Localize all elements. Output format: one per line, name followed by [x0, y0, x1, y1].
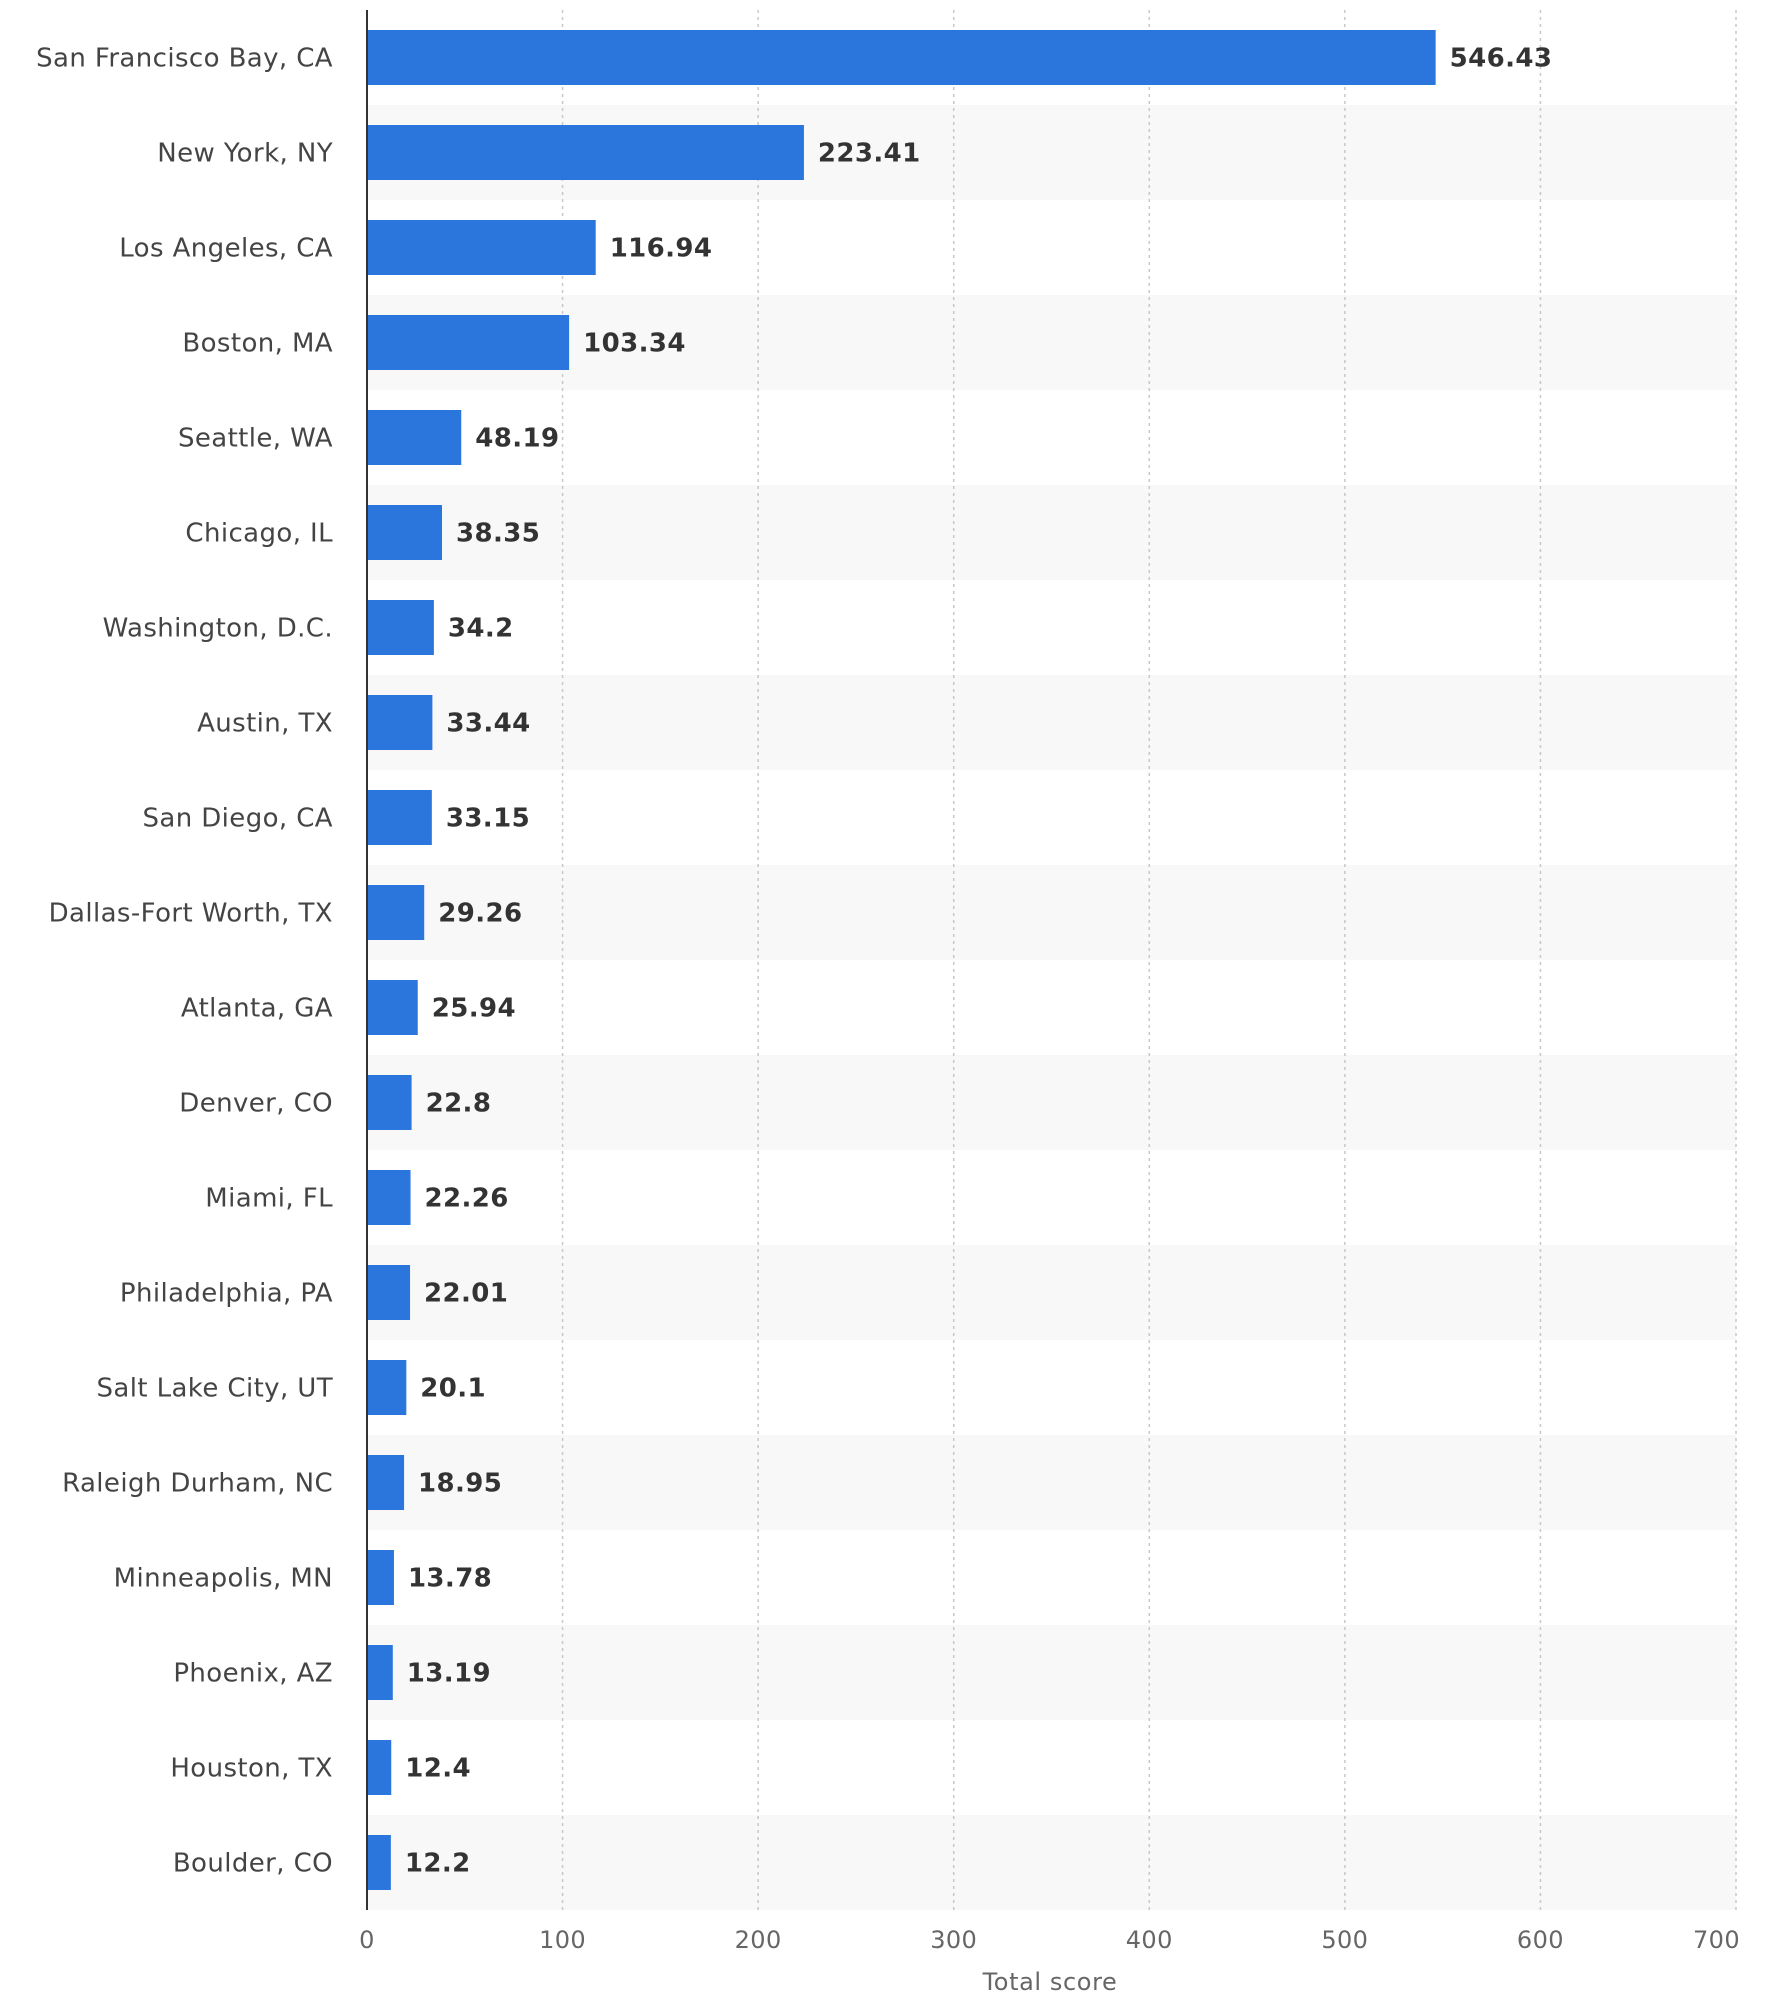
category-label: Minneapolis, MN: [114, 1564, 333, 1594]
value-label: 223.41: [818, 139, 921, 169]
value-label: 33.44: [446, 709, 530, 739]
category-label: Atlanta, GA: [181, 994, 333, 1024]
row-band: [367, 1625, 1736, 1720]
bar: [367, 125, 804, 180]
value-label: 48.19: [475, 424, 559, 454]
value-labels: 546.43 223.41 116.94 103.34 48.19 38.35 34.2 33…: [405, 44, 1553, 1879]
x-tick-label: 500: [1321, 1926, 1368, 1954]
category-label: Miami, FL: [205, 1184, 333, 1214]
value-label: 22.8: [426, 1089, 492, 1119]
value-label: 13.78: [408, 1564, 492, 1594]
bar: [367, 980, 418, 1035]
row-band: [367, 1055, 1736, 1150]
value-label: 34.2: [448, 614, 514, 644]
bar: [367, 315, 570, 370]
category-label: Boston, MA: [182, 329, 333, 359]
category-label: Salt Lake City, UT: [96, 1374, 333, 1404]
category-label: Washington, D.C.: [103, 614, 333, 644]
bar: [367, 1455, 405, 1510]
category-label: Raleigh Durham, NC: [62, 1469, 333, 1499]
x-tick-label: 600: [1517, 1926, 1564, 1954]
value-label: 12.4: [405, 1754, 471, 1784]
bar: [367, 1645, 393, 1700]
category-label: New York, NY: [157, 139, 333, 169]
bar: [367, 1550, 394, 1605]
row-band: [367, 485, 1736, 580]
bar: [367, 1170, 411, 1225]
category-label: San Francisco Bay, CA: [36, 44, 333, 74]
category-label: Chicago, IL: [185, 519, 333, 549]
value-label: 12.2: [405, 1849, 471, 1879]
value-label: 13.19: [407, 1659, 491, 1689]
value-label: 29.26: [438, 899, 522, 929]
x-axis-title: Total score: [982, 1968, 1118, 1996]
row-band: [367, 865, 1736, 960]
value-label: 38.35: [456, 519, 540, 549]
bars: [367, 30, 1436, 1890]
category-label: Philadelphia, PA: [120, 1279, 333, 1309]
bar: [367, 1740, 392, 1795]
value-label: 18.95: [418, 1469, 502, 1499]
value-label: 33.15: [446, 804, 530, 834]
category-label: Seattle, WA: [178, 424, 333, 454]
x-tick-label: 400: [1126, 1926, 1173, 1954]
x-tick-label: 300: [930, 1926, 977, 1954]
bar: [367, 1360, 407, 1415]
value-label: 103.34: [583, 329, 686, 359]
row-bands: [367, 105, 1736, 1910]
category-label: San Diego, CA: [142, 804, 333, 834]
bar: [367, 1265, 411, 1320]
category-label: Houston, TX: [170, 1754, 333, 1784]
row-band: [367, 295, 1736, 390]
bar: [367, 600, 434, 655]
value-label: 20.1: [420, 1374, 486, 1404]
bar: [367, 505, 443, 560]
bar: [367, 30, 1436, 85]
bar: [367, 695, 433, 750]
row-band: [367, 1435, 1736, 1530]
value-label: 22.26: [425, 1184, 509, 1214]
category-labels: San Francisco Bay, CA New York, NY Los Ang…: [36, 44, 333, 1879]
row-band: [367, 1815, 1736, 1910]
x-axis-ticks: 0 100 200 300 400 500 600 700: [359, 1926, 1740, 1954]
category-label: Austin, TX: [197, 709, 333, 739]
bar: [367, 790, 432, 845]
value-label: 22.01: [424, 1279, 508, 1309]
x-tick-label: 700: [1693, 1926, 1740, 1954]
category-label: Los Angeles, CA: [119, 234, 333, 264]
x-tick-label: 100: [539, 1926, 586, 1954]
value-label: 116.94: [610, 234, 713, 264]
row-band: [367, 1245, 1736, 1340]
x-tick-label: 0: [359, 1926, 375, 1954]
bar: [367, 1835, 391, 1890]
category-label: Phoenix, AZ: [173, 1659, 333, 1689]
category-label: Dallas-Fort Worth, TX: [49, 899, 333, 929]
x-tick-label: 200: [735, 1926, 782, 1954]
row-band: [367, 675, 1736, 770]
category-label: Boulder, CO: [173, 1849, 333, 1879]
bar: [367, 410, 462, 465]
category-label: Denver, CO: [179, 1089, 333, 1119]
value-label: 25.94: [432, 994, 516, 1024]
bar: [367, 220, 596, 275]
bar: [367, 1075, 412, 1130]
bar: [367, 885, 425, 940]
value-label: 546.43: [1450, 44, 1553, 74]
